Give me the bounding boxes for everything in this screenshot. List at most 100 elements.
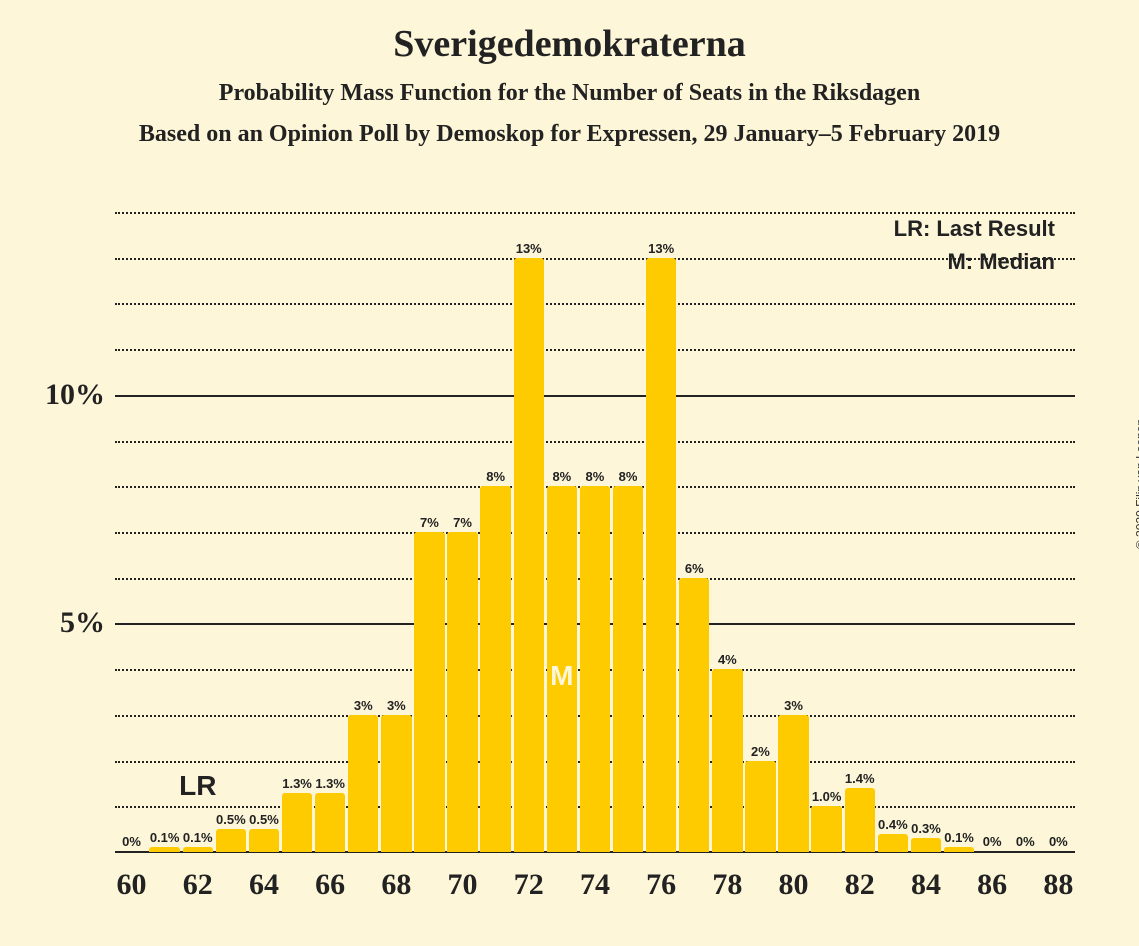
x-tick-label: 86 [977, 868, 1007, 902]
bar-value-label: 13% [516, 241, 542, 256]
bar-rect [414, 532, 444, 852]
x-tick-label: 62 [183, 868, 213, 902]
x-tick-label: 66 [315, 868, 345, 902]
bar-value-label: 8% [619, 469, 638, 484]
bar-value-label: 0.3% [911, 821, 941, 836]
bar-rect [679, 578, 709, 852]
bar-rect [183, 847, 213, 852]
bar-rect [480, 486, 510, 852]
x-tick-label: 88 [1043, 868, 1073, 902]
legend-lr: LR: Last Result [894, 212, 1055, 245]
bars-layer: 0%0.1%0.1%0.5%0.5%1.3%1.3%3%3%7%7%8%13%8… [115, 212, 1075, 852]
bar-value-label: 0% [1049, 834, 1068, 849]
bar: 0% [115, 851, 148, 852]
bar: 0.3% [909, 838, 942, 852]
bar-value-label: 8% [586, 469, 605, 484]
bar-rect [613, 486, 643, 852]
x-tick-label: 64 [249, 868, 279, 902]
bar-value-label: 7% [453, 515, 472, 530]
bar-rect [878, 834, 908, 852]
bar: 1.3% [281, 793, 314, 852]
bar: 8% [612, 486, 645, 852]
bar-rect [149, 847, 179, 852]
x-tick-label: 72 [514, 868, 544, 902]
bar: 1.3% [314, 793, 347, 852]
legend-m: M: Median [894, 245, 1055, 278]
copyright-label: © 2020 Filip van Laenen [1133, 419, 1139, 549]
bar-rect [811, 806, 841, 852]
bar-rect [646, 258, 676, 852]
bar-value-label: 0.5% [216, 812, 246, 827]
bar-rect [778, 715, 808, 852]
bar-value-label: 3% [784, 698, 803, 713]
x-tick-label: 70 [448, 868, 478, 902]
bar: 8% [479, 486, 512, 852]
bar: 0.5% [247, 829, 280, 852]
bar-value-label: 3% [354, 698, 373, 713]
bar: 7% [413, 532, 446, 852]
x-tick-label: 68 [381, 868, 411, 902]
bar: 13% [512, 258, 545, 852]
bar-value-label: 3% [387, 698, 406, 713]
bar-value-label: 8% [486, 469, 505, 484]
bar-value-label: 4% [718, 652, 737, 667]
bar-value-label: 1.4% [845, 771, 875, 786]
bar-value-label: 6% [685, 561, 704, 576]
bar-rect [216, 829, 246, 852]
bar-rect [911, 838, 941, 852]
bar-value-label: 13% [648, 241, 674, 256]
bar-value-label: 1.0% [812, 789, 842, 804]
x-tick-label: 80 [779, 868, 809, 902]
bar: 0.5% [214, 829, 247, 852]
bar-value-label: 0.1% [944, 830, 974, 845]
x-tick-label: 82 [845, 868, 875, 902]
bar-value-label: 0% [122, 834, 141, 849]
bar-value-label: 0.1% [150, 830, 180, 845]
bar-rect [282, 793, 312, 852]
bar: 2% [744, 761, 777, 852]
bar: 6% [678, 578, 711, 852]
y-tick-label: 10% [15, 378, 105, 412]
bar: 0.1% [148, 847, 181, 852]
x-tick-label: 78 [712, 868, 742, 902]
bar-rect [712, 669, 742, 852]
plot-area: 5%10%0%0.1%0.1%0.5%0.5%1.3%1.3%3%3%7%7%8… [115, 212, 1075, 852]
bar-value-label: 0.4% [878, 817, 908, 832]
bar: 8% [578, 486, 611, 852]
bar-rect [348, 715, 378, 852]
legend: LR: Last Result M: Median [894, 212, 1055, 278]
bar-rect [447, 532, 477, 852]
median-marker: M [550, 660, 573, 692]
bar-value-label: 0.5% [249, 812, 279, 827]
bar: 3% [347, 715, 380, 852]
last-result-marker: LR [179, 770, 216, 802]
bar-rect [514, 258, 544, 852]
bar-value-label: 0.1% [183, 830, 213, 845]
bar-rect [944, 847, 974, 852]
bar: 0.4% [876, 834, 909, 852]
pmf-bar-chart: 5%10%0%0.1%0.1%0.5%0.5%1.3%1.3%3%3%7%7%8… [115, 212, 1075, 852]
bar: 0.1% [181, 847, 214, 852]
bar: 13% [645, 258, 678, 852]
bar-rect [315, 793, 345, 852]
bar: 3% [380, 715, 413, 852]
bar-value-label: 8% [552, 469, 571, 484]
bar-rect [580, 486, 610, 852]
bar-rect [249, 829, 279, 852]
x-tick-label: 76 [646, 868, 676, 902]
bar: 0% [1042, 851, 1075, 852]
bar-value-label: 1.3% [315, 776, 345, 791]
x-tick-label: 84 [911, 868, 941, 902]
x-tick-label: 60 [117, 868, 147, 902]
bar-value-label: 0% [1016, 834, 1035, 849]
y-tick-label: 5% [15, 606, 105, 640]
chart-subtitle-2: Based on an Opinion Poll by Demoskop for… [0, 121, 1139, 148]
bar: 7% [446, 532, 479, 852]
bar: 0.1% [943, 847, 976, 852]
bar-value-label: 7% [420, 515, 439, 530]
bar-value-label: 2% [751, 744, 770, 759]
x-axis: 606264666870727476788082848688 [115, 862, 1075, 912]
bar: 0% [976, 851, 1009, 852]
bar-rect [381, 715, 411, 852]
bar-value-label: 1.3% [282, 776, 312, 791]
